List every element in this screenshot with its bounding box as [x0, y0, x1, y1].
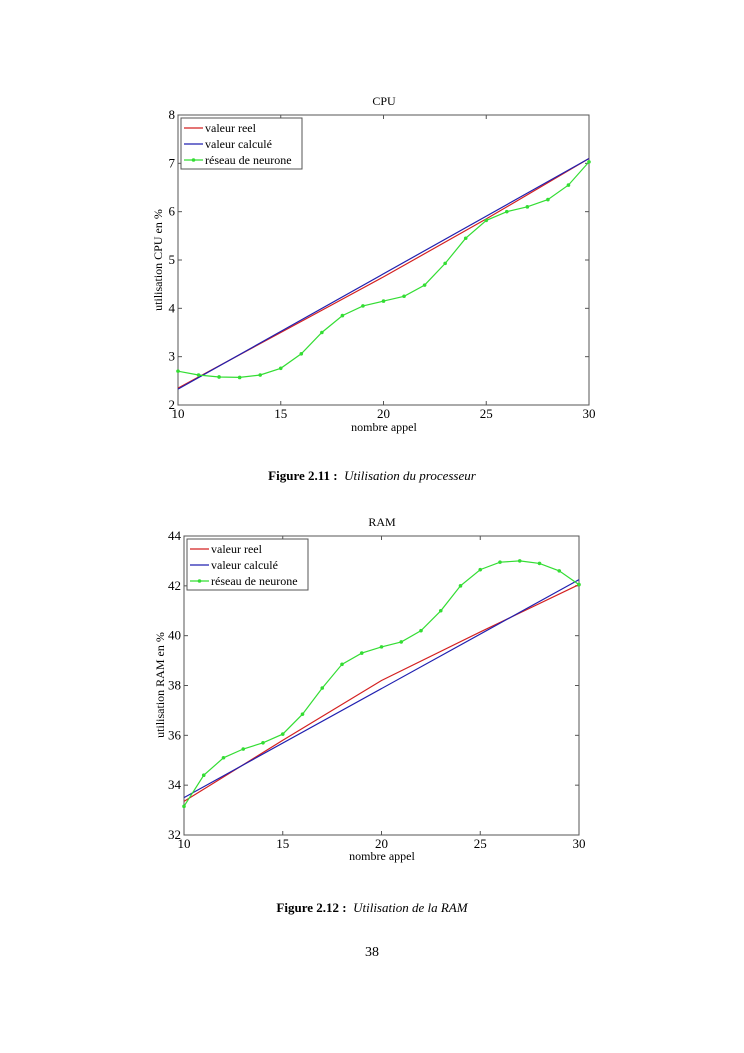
data-point	[241, 747, 246, 751]
x-axis-label: nombre appel	[351, 420, 417, 434]
data-point	[300, 712, 305, 716]
data-point	[443, 261, 447, 266]
data-point	[280, 732, 285, 736]
y-axis-label: utilisation CPU en %	[151, 209, 165, 311]
y-tick-label: 8	[169, 107, 176, 122]
data-point	[517, 559, 522, 563]
data-point	[196, 373, 201, 377]
data-point	[379, 645, 384, 649]
data-point	[463, 236, 468, 241]
ram-chart: RAM nombre appel utilisation RAM en % 10…	[153, 515, 586, 863]
plot-area: 10 15 20 25 30 32 34 36 38 40 42 44	[168, 528, 586, 851]
data-point	[299, 351, 304, 356]
chart-title: CPU	[372, 94, 396, 108]
series-line-real	[183, 584, 580, 802]
data-point	[399, 640, 404, 644]
legend-marker	[191, 158, 196, 162]
y-tick-label: 38	[168, 678, 181, 693]
figure-caption-text: Utilisation de la RAM	[353, 900, 468, 915]
x-axis-label: nombre appel	[349, 849, 415, 863]
x-tick-label: 30	[573, 836, 586, 851]
data-point	[258, 373, 262, 377]
legend-entry: valeur calculé	[205, 137, 272, 151]
x-tick-label: 10	[172, 406, 185, 421]
y-tick-label: 42	[168, 578, 181, 593]
data-point	[217, 375, 221, 379]
data-point	[577, 582, 581, 587]
data-point	[201, 773, 206, 777]
x-tick-label: 15	[276, 836, 289, 851]
y-tick-label: 36	[168, 727, 182, 742]
x-tick-label: 30	[583, 406, 596, 421]
data-point	[237, 375, 242, 380]
series-line-calc	[183, 579, 580, 799]
legend-entry: réseau de neurone	[211, 574, 298, 588]
y-tick-label: 5	[169, 252, 176, 267]
plot-area: 10 15 20 25 30 2 3 4 5 6 7 8	[169, 107, 596, 421]
legend: valeur reel valeur calculé réseau de neuro…	[186, 538, 309, 591]
y-axis-label: utilisation RAM en %	[153, 632, 167, 738]
legend-marker	[197, 579, 202, 583]
y-tick-label: 34	[168, 777, 182, 792]
data-point	[505, 209, 509, 214]
y-tick-label: 6	[169, 204, 176, 219]
data-point	[261, 741, 265, 745]
legend: valeur reel valeur calculé réseau de neuro…	[180, 117, 303, 170]
x-tick-label: 20	[375, 836, 388, 851]
data-point	[278, 366, 283, 371]
data-point	[566, 183, 571, 187]
data-point	[221, 755, 226, 760]
data-point	[381, 299, 386, 303]
y-tick-label: 44	[168, 528, 182, 543]
chart-title: RAM	[368, 515, 396, 529]
data-point	[498, 560, 502, 564]
page-number: 38	[365, 945, 379, 960]
data-point	[587, 160, 591, 164]
figure-caption-text: Utilisation du processeur	[344, 468, 476, 483]
data-point	[320, 330, 324, 335]
cpu-chart: CPU nombre appel utilisation CPU en % 10…	[151, 94, 596, 434]
legend-entry: valeur reel	[211, 542, 263, 556]
data-point	[320, 686, 325, 690]
data-point	[557, 569, 562, 573]
x-tick-label: 10	[178, 836, 191, 851]
figure-label: Figure 2.12 :	[276, 900, 347, 915]
y-tick-label: 7	[169, 155, 176, 170]
x-tick-label: 20	[377, 406, 390, 421]
data-point	[340, 313, 345, 318]
data-point	[422, 283, 427, 287]
data-point	[361, 304, 365, 308]
legend-entry: réseau de neurone	[205, 153, 292, 167]
x-tick-label: 15	[274, 406, 287, 421]
y-tick-label: 3	[169, 349, 176, 364]
data-point	[546, 197, 550, 202]
y-tick-label: 40	[168, 628, 181, 643]
figure-caption: Figure 2.11 : Utilisation du processeur	[0, 468, 744, 484]
data-point	[182, 804, 186, 809]
x-tick-label: 25	[474, 836, 487, 851]
data-point	[419, 628, 423, 633]
y-tick-label: 2	[169, 397, 176, 412]
data-point	[525, 205, 530, 209]
data-point	[359, 651, 364, 655]
data-point	[340, 662, 344, 667]
data-point	[484, 218, 489, 223]
figure-caption: Figure 2.12 : Utilisation de la RAM	[0, 900, 744, 916]
series-line-nn	[183, 560, 580, 807]
x-tick-label: 25	[480, 406, 493, 421]
y-tick-label: 4	[169, 300, 176, 315]
data-point	[438, 608, 443, 613]
series-line-calc	[177, 157, 590, 390]
data-point	[402, 294, 406, 299]
data-point	[537, 561, 542, 566]
legend-entry: valeur calculé	[211, 558, 278, 572]
data-point	[478, 567, 483, 572]
data-point	[176, 369, 180, 373]
legend-entry: valeur reel	[205, 121, 257, 135]
data-point	[458, 584, 463, 588]
figure-label: Figure 2.11 :	[268, 468, 338, 483]
y-tick-label: 32	[168, 827, 181, 842]
